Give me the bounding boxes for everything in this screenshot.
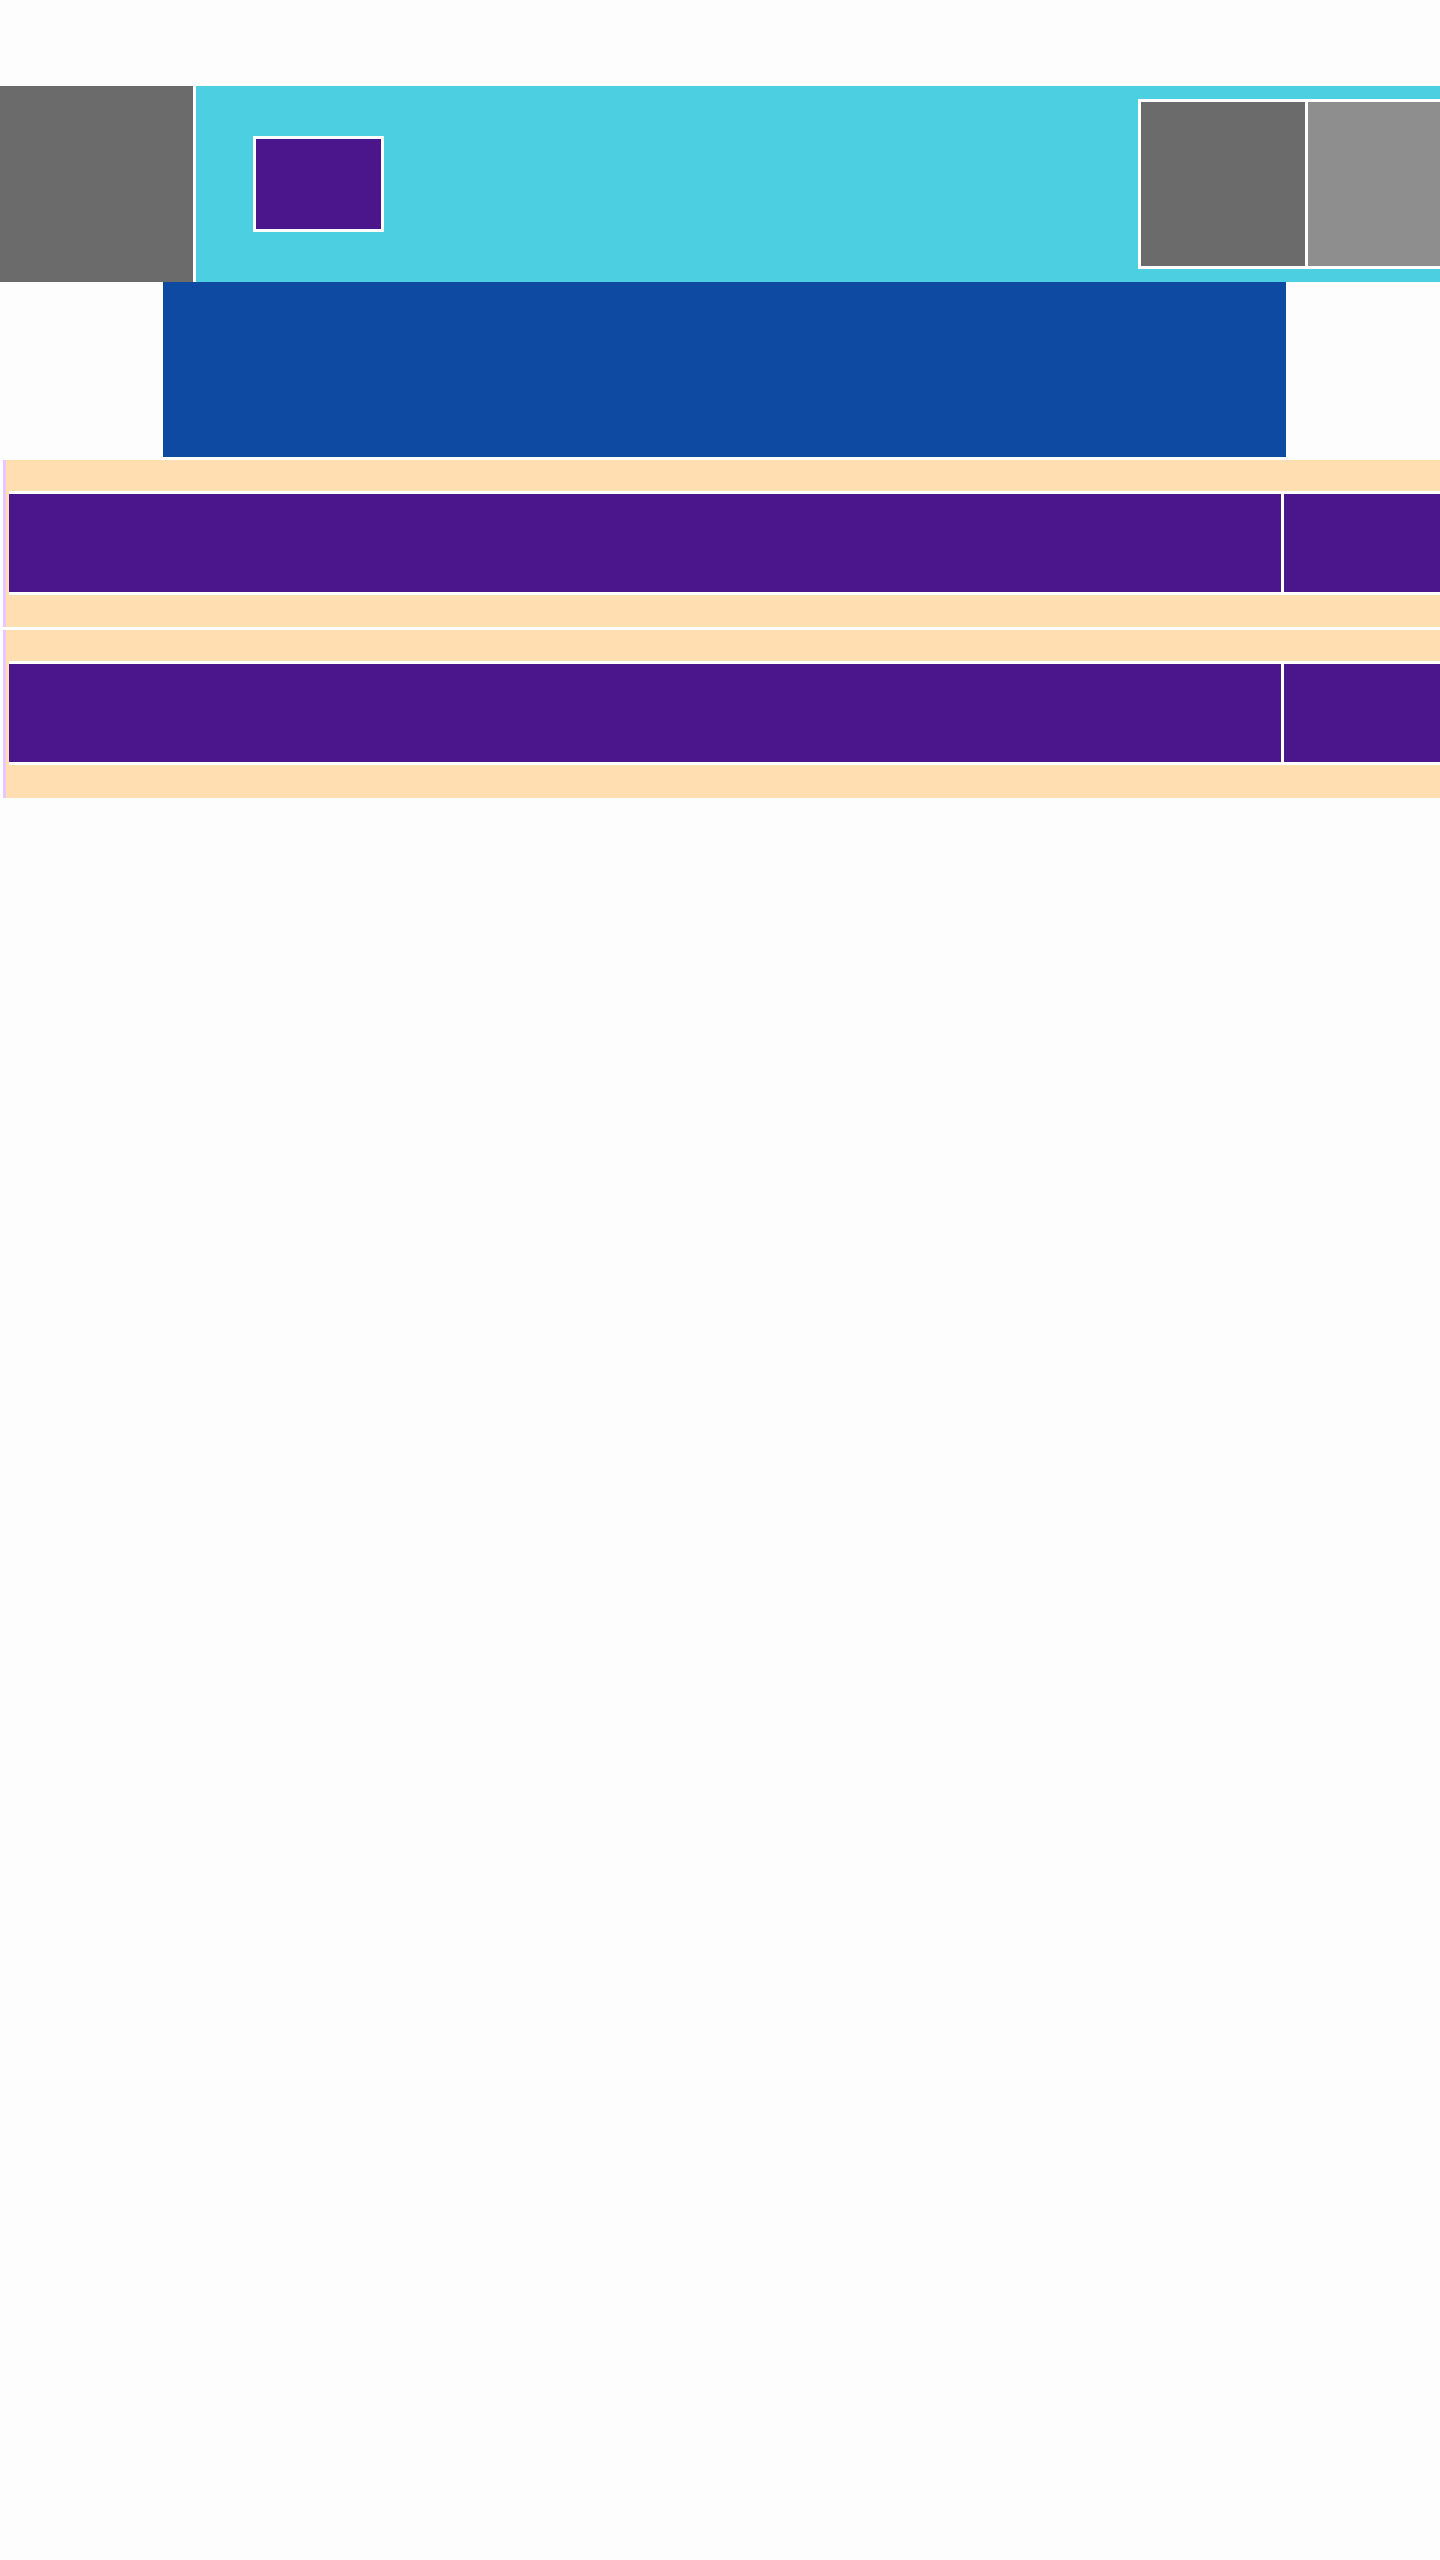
list-item-side-button[interactable] xyxy=(1284,491,1440,595)
hero-banner[interactable] xyxy=(163,282,1286,457)
header-thumbnail-2[interactable] xyxy=(1305,99,1440,269)
app-bar-action-button[interactable] xyxy=(253,136,384,232)
list-item-main-button[interactable] xyxy=(9,491,1284,595)
nav-thumbnail[interactable] xyxy=(0,86,196,282)
list-divider xyxy=(0,627,1440,629)
list-item-main-button[interactable] xyxy=(9,661,1284,765)
list-item xyxy=(3,460,1440,628)
list-item-side-button[interactable] xyxy=(1284,661,1440,765)
header-thumbnail-1[interactable] xyxy=(1138,99,1308,269)
list-item xyxy=(3,630,1440,798)
